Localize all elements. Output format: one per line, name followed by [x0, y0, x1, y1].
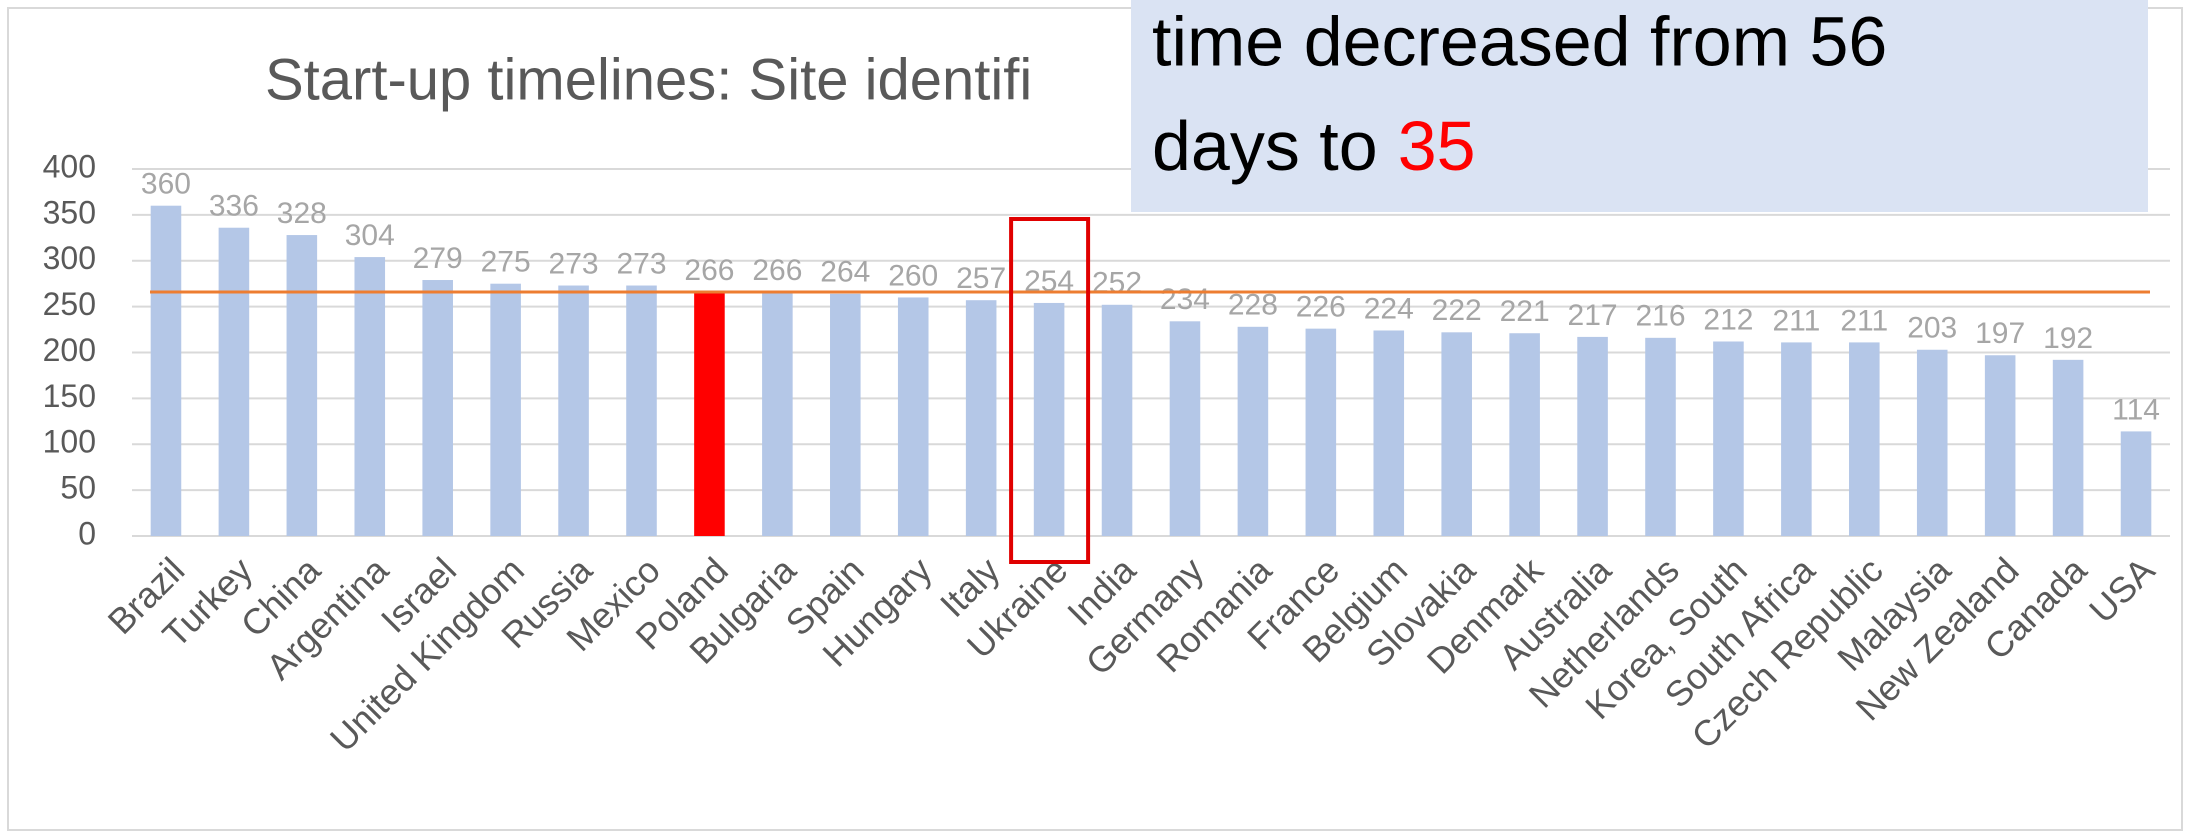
bar [762, 291, 793, 536]
data-label: 273 [616, 247, 666, 280]
bar [2052, 359, 2084, 536]
data-label: 211 [1840, 304, 1888, 337]
y-tick-label: 0 [78, 515, 96, 551]
bar [354, 257, 386, 536]
data-label: 275 [481, 246, 531, 279]
data-label: 217 [1568, 299, 1618, 332]
data-label: 234 [1160, 283, 1210, 316]
y-tick-label: 350 [43, 194, 96, 230]
bar [1645, 337, 1676, 536]
bar [830, 293, 861, 536]
data-label: 252 [1092, 267, 1142, 300]
bar [1577, 336, 1608, 536]
chart-title: Start-up timelines: Site identifi [265, 47, 1032, 112]
y-tick-label: 250 [43, 286, 96, 322]
bar [1509, 333, 1540, 536]
y-tick-label: 150 [43, 378, 96, 414]
y-tick-label: 300 [43, 240, 96, 276]
data-label: 260 [888, 259, 938, 292]
data-label: 279 [413, 242, 463, 275]
data-label: 360 [141, 168, 191, 201]
bar [1713, 341, 1744, 536]
bar [694, 291, 725, 536]
bar [1849, 342, 1880, 536]
bar [2120, 431, 2152, 536]
bar [1169, 321, 1201, 536]
bar [1441, 332, 1472, 536]
bar [897, 297, 929, 536]
data-label: 266 [752, 254, 802, 287]
bar [218, 227, 250, 536]
y-tick-label: 50 [60, 470, 96, 506]
data-label: 224 [1364, 292, 1414, 325]
bar [626, 285, 657, 536]
y-tick-label: 400 [43, 148, 96, 184]
data-label: 211 [1772, 304, 1820, 337]
data-label: 114 [2112, 393, 2160, 426]
bar [558, 285, 589, 536]
data-label: 264 [820, 256, 870, 289]
bar [490, 283, 521, 536]
data-label: 226 [1296, 291, 1346, 324]
bar [1781, 342, 1812, 536]
data-label: 328 [277, 197, 327, 230]
y-tick-label: 100 [43, 424, 96, 460]
y-tick-label: 200 [43, 332, 96, 368]
data-label: 273 [549, 247, 599, 280]
data-label: 197 [1975, 317, 2025, 350]
data-label: 222 [1432, 294, 1482, 327]
data-label: 203 [1907, 312, 1957, 345]
bar [965, 300, 997, 536]
bar [1101, 304, 1133, 536]
bar [286, 235, 318, 536]
data-label: 216 [1635, 300, 1685, 333]
data-label: 192 [2043, 322, 2093, 355]
annotation-line: days to 35 [1152, 107, 1476, 185]
bar [1305, 328, 1337, 536]
data-label: 228 [1228, 289, 1278, 322]
data-label: 336 [209, 190, 259, 223]
bar [1373, 330, 1405, 536]
bar [1916, 349, 1948, 536]
bar [1033, 302, 1065, 536]
data-label: 212 [1703, 303, 1753, 336]
bar [1237, 326, 1269, 536]
bar [422, 280, 453, 536]
annotation-text: days to [1152, 107, 1378, 185]
bar [150, 205, 182, 536]
data-label: 304 [345, 219, 395, 252]
annotation-highlight: 35 [1398, 107, 1476, 185]
annotation-box [1131, 0, 2148, 212]
highlight-outline [1009, 217, 1091, 564]
data-label: 221 [1500, 295, 1550, 328]
data-label: 257 [956, 262, 1006, 295]
annotation-line: time decreased from 56 [1152, 2, 1887, 80]
bar [1984, 355, 2016, 536]
data-label: 266 [684, 254, 734, 287]
